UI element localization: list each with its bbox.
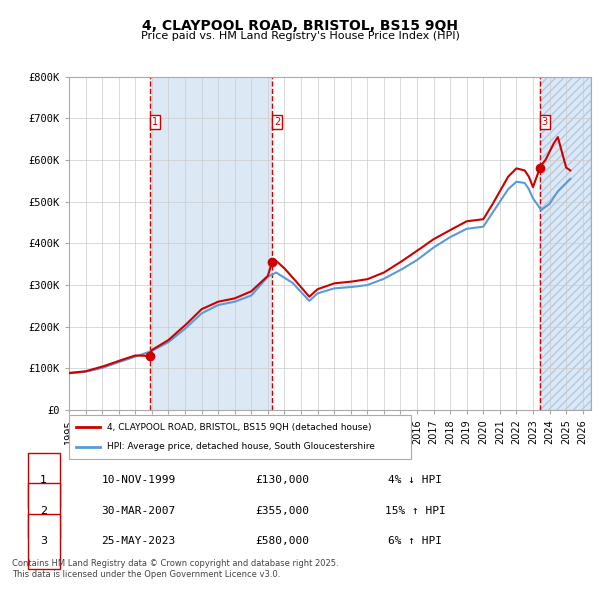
Text: 3: 3 (40, 536, 47, 546)
Bar (539, 77, 591, 410)
Text: 4, CLAYPOOL ROAD, BRISTOL, BS15 9QH: 4, CLAYPOOL ROAD, BRISTOL, BS15 9QH (142, 19, 458, 33)
FancyBboxPatch shape (69, 415, 411, 459)
Text: 1: 1 (152, 117, 158, 127)
Text: 4% ↓ HPI: 4% ↓ HPI (388, 475, 442, 485)
Text: Price paid vs. HM Land Registry's House Price Index (HPI): Price paid vs. HM Land Registry's House … (140, 31, 460, 41)
Text: 10-NOV-1999: 10-NOV-1999 (101, 475, 176, 485)
Text: 1: 1 (40, 475, 47, 485)
Text: 2: 2 (274, 117, 280, 127)
Text: 6% ↑ HPI: 6% ↑ HPI (388, 536, 442, 546)
Text: £355,000: £355,000 (256, 506, 310, 516)
Text: £130,000: £130,000 (256, 475, 310, 485)
Text: 2: 2 (40, 506, 47, 516)
Bar (150, 77, 272, 410)
FancyBboxPatch shape (28, 514, 60, 569)
Text: 15% ↑ HPI: 15% ↑ HPI (385, 506, 446, 516)
FancyBboxPatch shape (28, 483, 60, 538)
Text: 30-MAR-2007: 30-MAR-2007 (101, 506, 176, 516)
Text: 25-MAY-2023: 25-MAY-2023 (101, 536, 176, 546)
Text: £580,000: £580,000 (256, 536, 310, 546)
Text: 3: 3 (542, 117, 548, 127)
FancyBboxPatch shape (28, 453, 60, 507)
Text: 4, CLAYPOOL ROAD, BRISTOL, BS15 9QH (detached house): 4, CLAYPOOL ROAD, BRISTOL, BS15 9QH (det… (107, 422, 371, 432)
Text: Contains HM Land Registry data © Crown copyright and database right 2025.
This d: Contains HM Land Registry data © Crown c… (12, 559, 338, 579)
Text: HPI: Average price, detached house, South Gloucestershire: HPI: Average price, detached house, Sout… (107, 442, 374, 451)
